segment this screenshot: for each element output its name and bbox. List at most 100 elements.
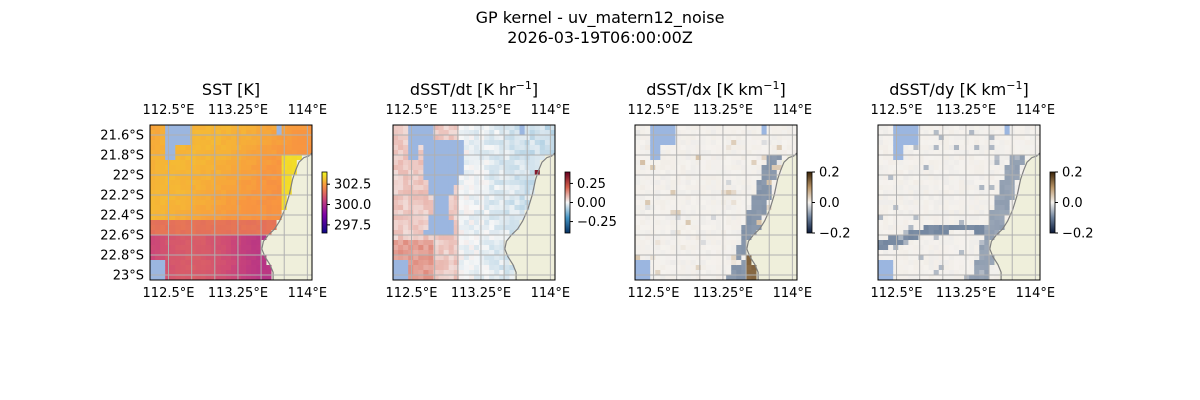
heatmap-cell [888,180,894,186]
heatmap-cell [423,155,429,161]
heatmap-cell [438,275,445,280]
heatmap-cell [685,205,692,211]
heatmap-cell [190,135,196,141]
heatmap-cell [650,145,656,151]
heatmap-cell [306,150,312,156]
heatmap-cell [408,130,414,136]
heatmap-cell [908,200,914,206]
heatmap-cell [878,185,884,191]
heatmap-cell [1034,140,1040,146]
heatmap-cell [680,215,687,221]
heatmap-cell [741,260,747,266]
heatmap-cell [741,170,747,176]
heatmap-cell [266,215,272,221]
heatmap-cell [494,220,500,226]
heatmap-cell [291,240,298,246]
heatmap-cell [908,210,914,216]
heatmap-cell [989,195,995,201]
heatmap-cell [726,210,732,216]
heatmap-cell [721,245,727,251]
heatmap-cell [448,235,455,241]
heatmap-cell [256,225,262,231]
heatmap-cell [519,230,526,236]
heatmap-cell [271,225,277,231]
heatmap-cell [286,235,293,241]
heatmap-cell [474,255,480,261]
heatmap-cell [210,260,217,266]
heatmap-cell [448,250,455,256]
heatmap-cell [301,230,308,236]
heatmap-cell [883,250,889,256]
heatmap-cell [261,235,267,241]
heatmap-cell [544,210,551,216]
heatmap-cell [1024,205,1031,211]
heatmap-cell [685,190,692,196]
heatmap-cell [296,140,303,146]
heatmap-cell [1014,195,1021,201]
heatmap-cell [1029,250,1036,256]
x-tick-label-top: 112.5°E [628,103,680,118]
heatmap-cell [246,275,252,280]
heatmap-cell [539,195,546,201]
heatmap-cell [210,200,217,206]
heatmap-cell [741,210,747,216]
heatmap-cell [716,260,722,266]
heatmap-cell [989,240,995,246]
heatmap-cell [726,150,732,156]
heatmap-cell [458,175,465,181]
heatmap-cell [418,160,424,166]
heatmap-cell [964,215,970,221]
heatmap-cell [974,200,980,206]
heatmap-cell [898,130,904,136]
heatmap-cell [205,215,212,221]
heatmap-cell [494,265,500,271]
heatmap-cell [160,155,166,161]
heatmap-cell [969,195,975,201]
heatmap-cell [984,245,990,251]
heatmap-cell [433,140,439,146]
heatmap-cell [670,185,676,191]
heatmap-cell [736,220,742,226]
heatmap-cell [296,190,303,196]
heatmap-cell [463,180,470,186]
heatmap-cell [200,245,207,251]
heatmap-cell [266,245,272,251]
heatmap-cell [301,260,308,266]
heatmap-cell [413,160,419,166]
heatmap-cell [251,240,257,246]
heatmap-cell [504,125,510,131]
heatmap-cell [660,180,666,186]
heatmap-cell [1014,170,1021,176]
heatmap-cell [539,230,546,236]
heatmap-cell [923,165,930,171]
heatmap-cell [746,210,752,216]
heatmap-cell [741,240,747,246]
heatmap-cell [670,270,676,276]
heatmap-cell [994,270,1000,276]
heatmap-cell [969,255,975,261]
heatmap-cell [408,170,414,176]
heatmap-cell [700,175,707,181]
heatmap-cell [695,275,702,280]
heatmap-cell [943,215,950,221]
heatmap-cell [458,245,465,251]
heatmap-cell [448,275,455,280]
heatmap-cell [751,215,757,221]
heatmap-cell [393,255,399,261]
heatmap-cell [215,135,222,141]
heatmap-cell [236,275,242,280]
heatmap-cell [969,265,975,271]
heatmap-cell [408,270,414,276]
heatmap-cell [241,270,247,276]
heatmap-cell [428,245,434,251]
heatmap-cell [776,240,783,246]
heatmap-cell [690,220,697,226]
heatmap-cell [261,140,267,146]
heatmap-cell [716,185,722,191]
heatmap-cell [256,275,262,280]
heatmap-cell [716,125,722,131]
colorbar-tick-label: 0.25 [577,177,606,192]
heatmap-cell [776,160,783,166]
heatmap-cell [448,165,455,171]
heatmap-cell [1024,240,1031,246]
